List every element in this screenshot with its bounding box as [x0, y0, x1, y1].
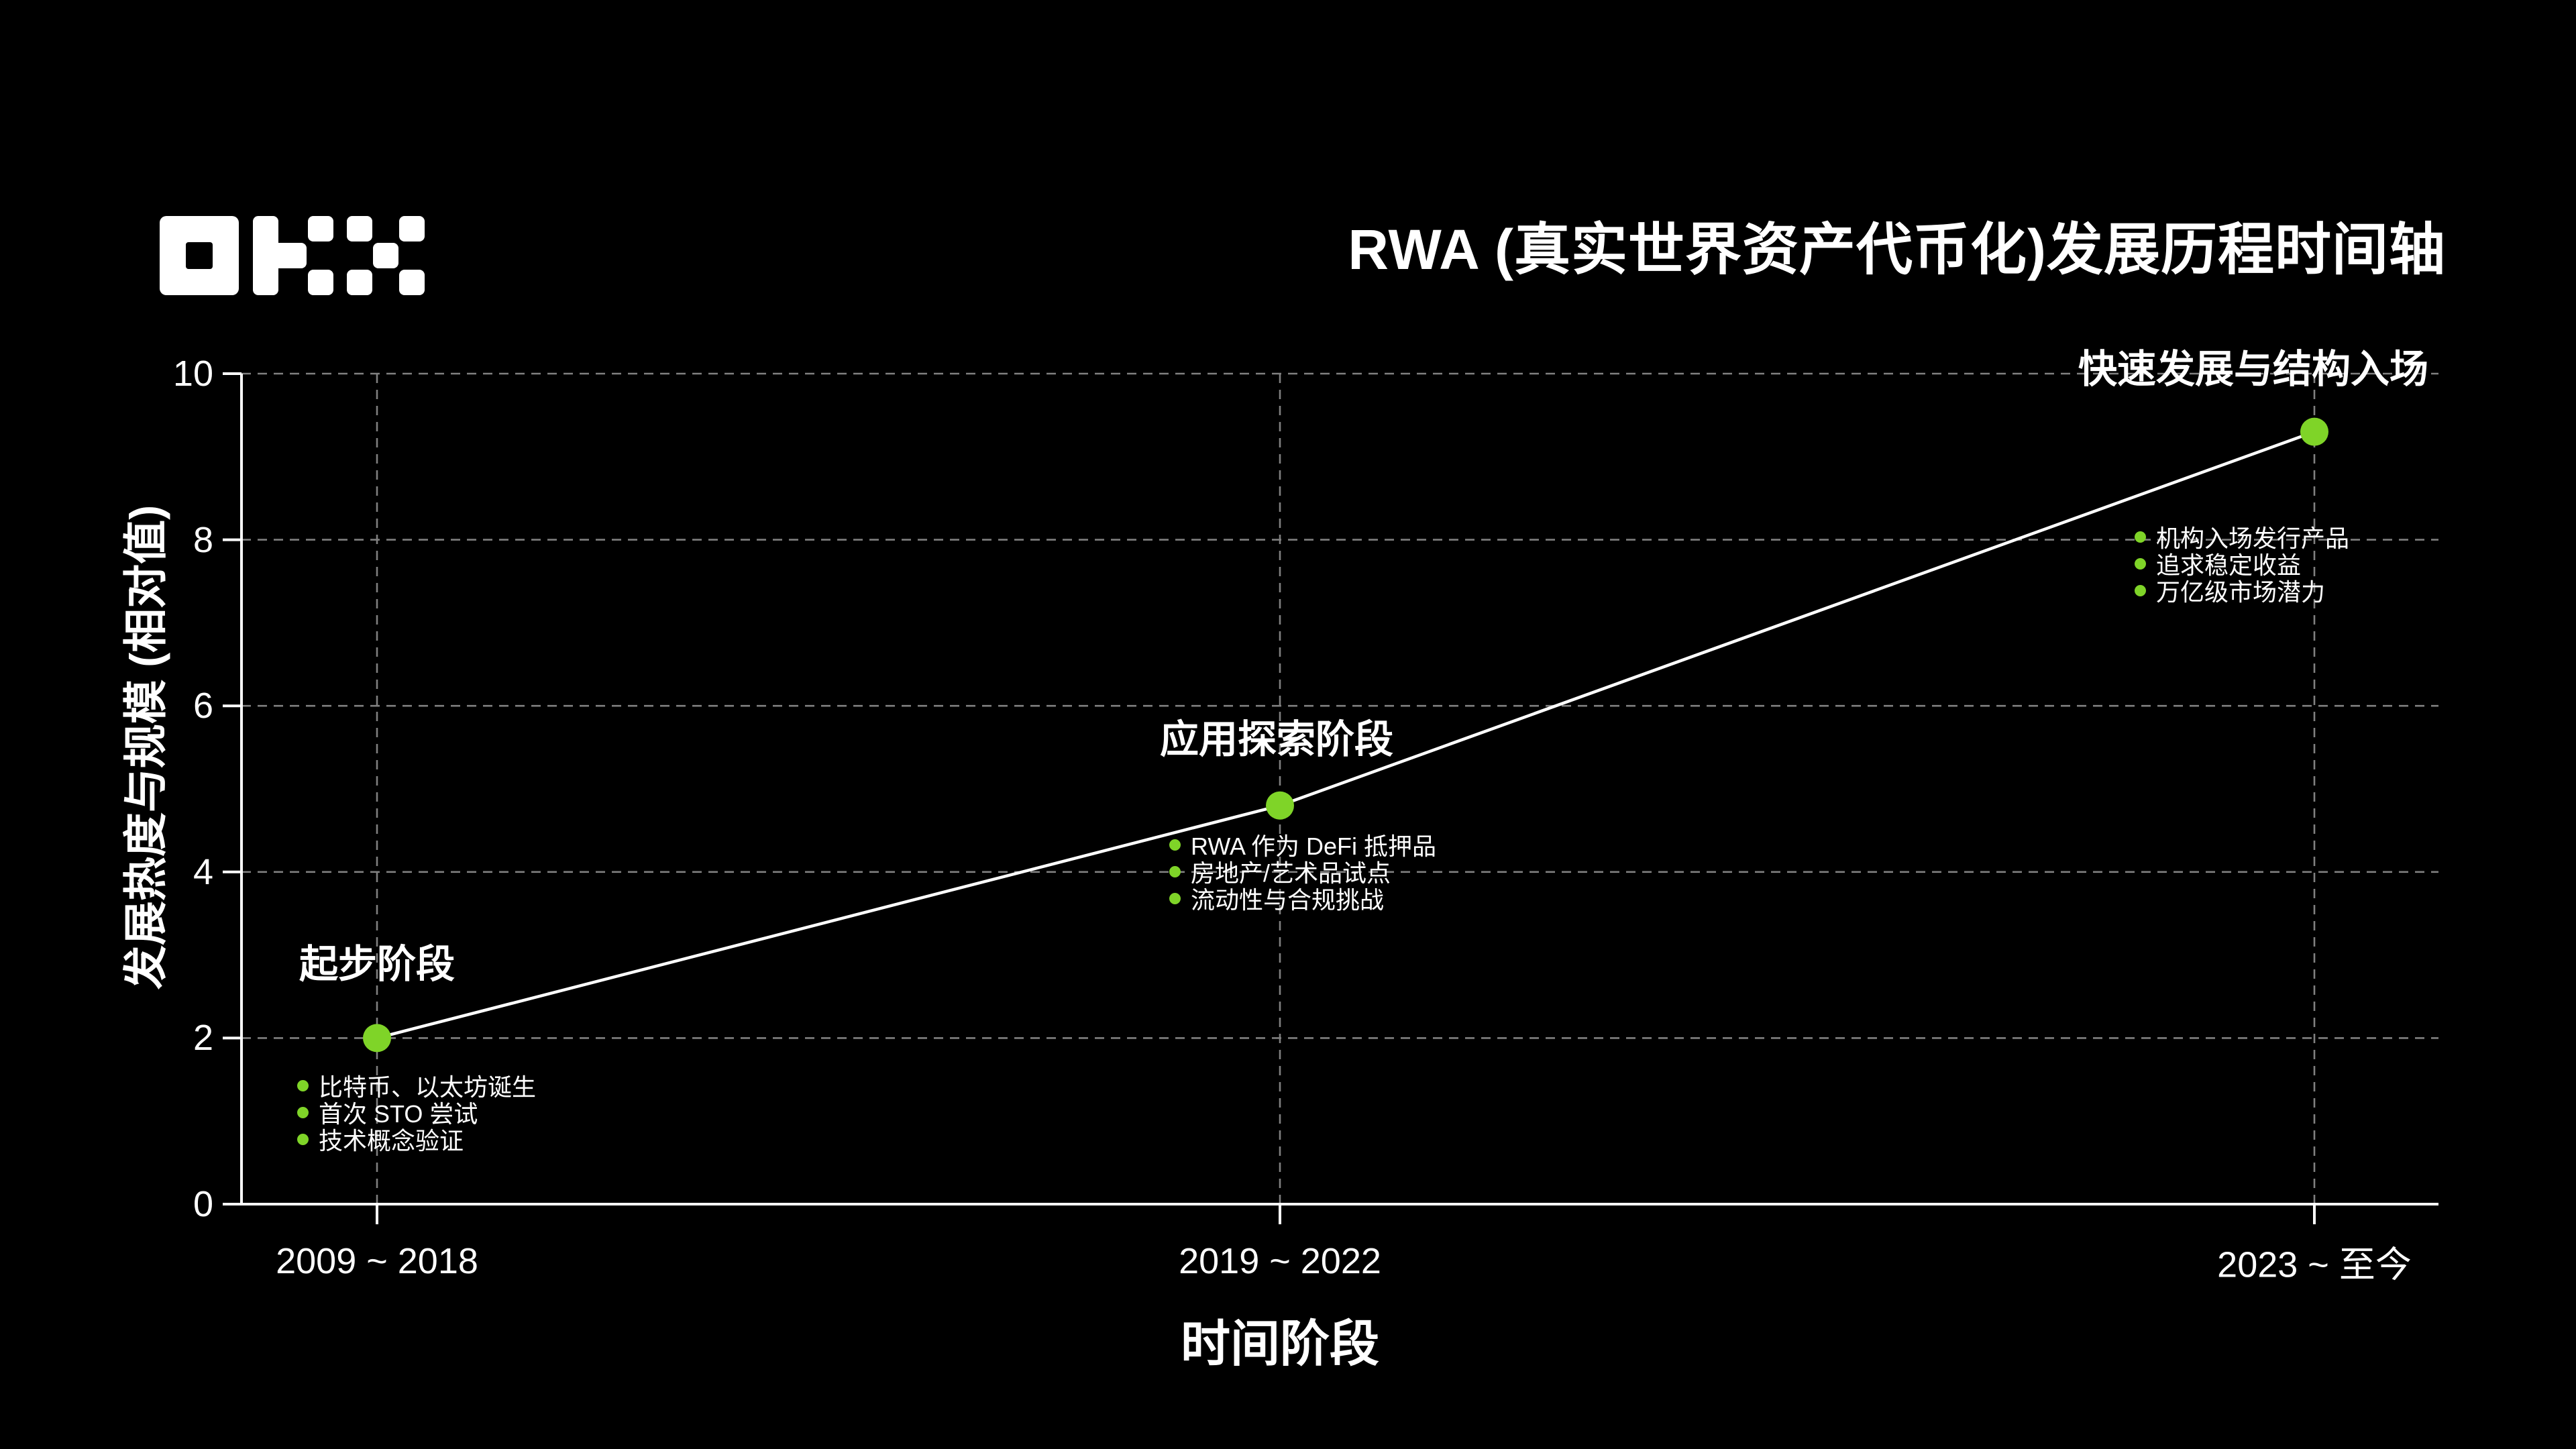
bullet-text: 流动性与合规挑战 — [1191, 886, 1385, 914]
bullet-dot-icon — [297, 1106, 309, 1118]
stage-1-title: 起步阶段 — [299, 943, 455, 986]
y-tick-label-10: 10 — [172, 354, 213, 394]
bullet-text: 万亿级市场潜力 — [2156, 578, 2326, 606]
bullet-dot-icon — [297, 1133, 309, 1145]
bullet-item: 技术概念验证 — [297, 1126, 536, 1155]
x-tick-label-2: 2019 ~ 2022 — [1179, 1241, 1381, 1281]
logo-x-br — [399, 270, 425, 295]
y-tick-label-6: 6 — [193, 686, 213, 726]
bullet-item: RWA 作为 DeFi 抵押品 — [1169, 831, 1436, 860]
x-tick-label-3: 2023 ~ 至今 — [2217, 1244, 2412, 1285]
bullet-dot-icon — [1169, 839, 1181, 851]
y-tick-label-0: 0 — [193, 1184, 213, 1224]
x-axis-title: 时间阶段 — [1181, 1316, 1379, 1372]
logo-x-c — [373, 243, 398, 268]
okx-logo — [160, 216, 425, 295]
y-tick-label-2: 2 — [193, 1018, 213, 1058]
bullet-text: RWA 作为 DeFi 抵押品 — [1191, 833, 1437, 860]
data-point-marker — [1266, 791, 1294, 820]
bullet-item: 比特币、以太坊诞生 — [297, 1072, 536, 1101]
bullet-dot-icon — [1169, 892, 1181, 904]
bullet-dot-icon — [2135, 584, 2146, 596]
bullet-text: 首次 STO 尝试 — [319, 1100, 478, 1128]
y-axis-title: 发展热度与规模 (相对值) — [121, 504, 170, 990]
logo-k-bottom — [308, 270, 333, 295]
bullet-dot-icon — [1169, 865, 1181, 877]
bullet-text: 技术概念验证 — [319, 1127, 464, 1155]
bullet-dot-icon — [2135, 557, 2146, 570]
bullet-text: 房地产/艺术品试点 — [1191, 859, 1391, 887]
logo-k-mid — [253, 243, 307, 268]
bullet-dot-icon — [2135, 531, 2146, 543]
y-tick-label-8: 8 — [193, 520, 213, 560]
logo-k-top — [308, 216, 333, 241]
stage-2-bullets: RWA 作为 DeFi 抵押品 房地产/艺术品试点 流动性与合规挑战 — [1169, 831, 1436, 914]
stage-3-bullets: 机构入场发行产品 追求稳定收益 万亿级市场潜力 — [2135, 523, 2349, 606]
bullet-item: 追求稳定收益 — [2135, 550, 2349, 579]
bullet-text: 机构入场发行产品 — [2156, 525, 2350, 552]
bullet-text: 追求稳定收益 — [2156, 551, 2302, 579]
bullet-dot-icon — [297, 1079, 309, 1091]
bullet-text: 比特币、以太坊诞生 — [319, 1073, 537, 1101]
stage-3-title: 快速发展与结构入场 — [2078, 347, 2428, 391]
y-tick-label-4: 4 — [193, 852, 213, 892]
logo-x-bl — [347, 270, 372, 295]
stage-2-title: 应用探索阶段 — [1159, 718, 1394, 761]
bullet-item: 首次 STO 尝试 — [297, 1099, 536, 1128]
bullet-item: 房地产/艺术品试点 — [1169, 858, 1436, 887]
x-tick-label-1: 2009 ~ 2018 — [276, 1241, 478, 1281]
bullet-item: 机构入场发行产品 — [2135, 523, 2349, 552]
data-point-marker — [2300, 417, 2328, 446]
bullet-item: 流动性与合规挑战 — [1169, 885, 1436, 914]
data-point-marker — [363, 1024, 391, 1053]
stage-1-bullets: 比特币、以太坊诞生 首次 STO 尝试 技术概念验证 — [297, 1072, 536, 1155]
logo-o-hole — [186, 242, 213, 269]
bullet-item: 万亿级市场潜力 — [2135, 577, 2349, 606]
logo-x-tr — [399, 216, 425, 241]
logo-x-tl — [347, 216, 372, 241]
page-title: RWA (真实世界资产代币化)发展历程时间轴 — [1348, 218, 2446, 281]
